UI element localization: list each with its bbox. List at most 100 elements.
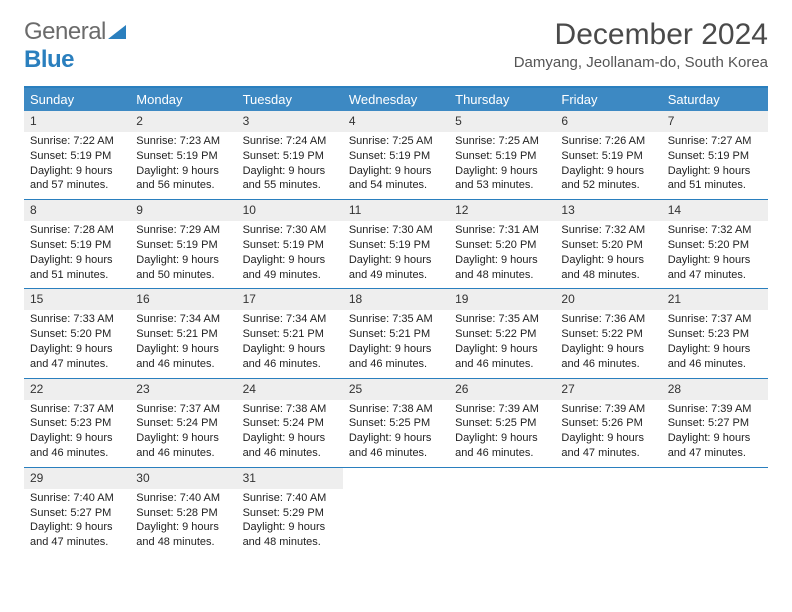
daylight-text: Daylight: 9 hours and 51 minutes. (30, 253, 124, 283)
calendar-day: 29 Sunrise: 7:40 AMSunset: 5:27 PMDayligh… (24, 468, 130, 556)
logo: General Blue (24, 18, 126, 74)
day-number: 5 (455, 114, 462, 128)
sunset-text: Sunset: 5:22 PM (455, 327, 549, 342)
sunrise-text: Sunrise: 7:34 AM (136, 312, 230, 327)
day-body: Sunrise: 7:40 AMSunset: 5:27 PMDaylight:… (24, 489, 130, 550)
logo-word-2: Blue (24, 46, 74, 73)
daylight-text: Daylight: 9 hours and 50 minutes. (136, 253, 230, 283)
day-body: Sunrise: 7:34 AMSunset: 5:21 PMDaylight:… (237, 310, 343, 371)
day-body: Sunrise: 7:33 AMSunset: 5:20 PMDaylight:… (24, 310, 130, 371)
day-body: Sunrise: 7:25 AMSunset: 5:19 PMDaylight:… (343, 132, 449, 193)
daylight-text: Daylight: 9 hours and 46 minutes. (668, 342, 762, 372)
day-body: Sunrise: 7:40 AMSunset: 5:29 PMDaylight:… (237, 489, 343, 550)
sunrise-text: Sunrise: 7:29 AM (136, 223, 230, 238)
sunset-text: Sunset: 5:26 PM (561, 416, 655, 431)
day-number-bar: 30 (130, 468, 236, 489)
sunset-text: Sunset: 5:20 PM (30, 327, 124, 342)
page-title: December 2024 (514, 18, 768, 52)
day-body: Sunrise: 7:23 AMSunset: 5:19 PMDaylight:… (130, 132, 236, 193)
day-number-bar: 16 (130, 289, 236, 310)
calendar-day: 7Sunrise: 7:27 AMSunset: 5:19 PMDaylight… (662, 111, 768, 199)
sunrise-text: Sunrise: 7:37 AM (668, 312, 762, 327)
day-number-bar: 4 (343, 111, 449, 132)
daylight-text: Daylight: 9 hours and 56 minutes. (136, 164, 230, 194)
sunrise-text: Sunrise: 7:40 AM (136, 491, 230, 506)
weekday-header: Monday (130, 88, 236, 111)
calendar-day: 1 Sunrise: 7:22 AMSunset: 5:19 PMDaylight… (24, 111, 130, 199)
day-number: 8 (30, 203, 37, 217)
sunset-text: Sunset: 5:24 PM (136, 416, 230, 431)
day-number: 31 (243, 471, 256, 485)
calendar-day: 26Sunrise: 7:39 AMSunset: 5:25 PMDayligh… (449, 379, 555, 467)
daylight-text: Daylight: 9 hours and 54 minutes. (349, 164, 443, 194)
sunrise-text: Sunrise: 7:38 AM (349, 402, 443, 417)
sunset-text: Sunset: 5:19 PM (243, 238, 337, 253)
calendar-day: 24Sunrise: 7:38 AMSunset: 5:24 PMDayligh… (237, 379, 343, 467)
sunset-text: Sunset: 5:29 PM (243, 506, 337, 521)
calendar-day: 6Sunrise: 7:26 AMSunset: 5:19 PMDaylight… (555, 111, 661, 199)
sunrise-text: Sunrise: 7:25 AM (349, 134, 443, 149)
day-number: 30 (136, 471, 149, 485)
day-body: Sunrise: 7:22 AMSunset: 5:19 PMDaylight:… (24, 132, 130, 193)
day-number: 20 (561, 292, 574, 306)
daylight-text: Daylight: 9 hours and 52 minutes. (561, 164, 655, 194)
day-number-bar: 14 (662, 200, 768, 221)
sunrise-text: Sunrise: 7:35 AM (455, 312, 549, 327)
daylight-text: Daylight: 9 hours and 46 minutes. (561, 342, 655, 372)
sunset-text: Sunset: 5:25 PM (455, 416, 549, 431)
sunset-text: Sunset: 5:19 PM (136, 238, 230, 253)
sunset-text: Sunset: 5:27 PM (668, 416, 762, 431)
weekday-header: Sunday (24, 88, 130, 111)
day-number-bar: 20 (555, 289, 661, 310)
sunrise-text: Sunrise: 7:31 AM (455, 223, 549, 238)
weekday-header: Wednesday (343, 88, 449, 111)
sunrise-text: Sunrise: 7:34 AM (243, 312, 337, 327)
daylight-text: Daylight: 9 hours and 46 minutes. (30, 431, 124, 461)
calendar-day: 8Sunrise: 7:28 AMSunset: 5:19 PMDaylight… (24, 200, 130, 288)
sunrise-text: Sunrise: 7:22 AM (30, 134, 124, 149)
daylight-text: Daylight: 9 hours and 48 minutes. (561, 253, 655, 283)
sunrise-text: Sunrise: 7:33 AM (30, 312, 124, 327)
daylight-text: Daylight: 9 hours and 46 minutes. (243, 342, 337, 372)
calendar-week: 15Sunrise: 7:33 AMSunset: 5:20 PMDayligh… (24, 288, 768, 377)
day-body: Sunrise: 7:30 AMSunset: 5:19 PMDaylight:… (237, 221, 343, 282)
day-number: 26 (455, 382, 468, 396)
day-number-bar: 6 (555, 111, 661, 132)
day-body: Sunrise: 7:39 AMSunset: 5:26 PMDaylight:… (555, 400, 661, 461)
sunset-text: Sunset: 5:19 PM (30, 238, 124, 253)
sunrise-text: Sunrise: 7:36 AM (561, 312, 655, 327)
sunset-text: Sunset: 5:19 PM (243, 149, 337, 164)
day-number-bar: 24 (237, 379, 343, 400)
day-number-bar: 25 (343, 379, 449, 400)
calendar-day: 3Sunrise: 7:24 AMSunset: 5:19 PMDaylight… (237, 111, 343, 199)
calendar: Sunday Monday Tuesday Wednesday Thursday… (24, 86, 768, 556)
daylight-text: Daylight: 9 hours and 48 minutes. (136, 520, 230, 550)
day-number: 22 (30, 382, 43, 396)
calendar-day: 22Sunrise: 7:37 AMSunset: 5:23 PMDayligh… (24, 379, 130, 467)
day-number-bar: 2 (130, 111, 236, 132)
day-body: Sunrise: 7:35 AMSunset: 5:21 PMDaylight:… (343, 310, 449, 371)
calendar-day: 25Sunrise: 7:38 AMSunset: 5:25 PMDayligh… (343, 379, 449, 467)
calendar-day: 23Sunrise: 7:37 AMSunset: 5:24 PMDayligh… (130, 379, 236, 467)
sunrise-text: Sunrise: 7:37 AM (30, 402, 124, 417)
sunrise-text: Sunrise: 7:23 AM (136, 134, 230, 149)
sunrise-text: Sunrise: 7:26 AM (561, 134, 655, 149)
day-number: 16 (136, 292, 149, 306)
day-body: Sunrise: 7:31 AMSunset: 5:20 PMDaylight:… (449, 221, 555, 282)
sunrise-text: Sunrise: 7:25 AM (455, 134, 549, 149)
sunset-text: Sunset: 5:22 PM (561, 327, 655, 342)
calendar-day: 20 Sunrise: 7:36 AMSunset: 5:22 PMDayligh… (555, 289, 661, 377)
day-body: Sunrise: 7:26 AMSunset: 5:19 PMDaylight:… (555, 132, 661, 193)
day-number: 29 (30, 471, 43, 485)
weekday-header: Friday (555, 88, 661, 111)
daylight-text: Daylight: 9 hours and 46 minutes. (136, 342, 230, 372)
day-number: 28 (668, 382, 681, 396)
calendar-day: 21Sunrise: 7:37 AMSunset: 5:23 PMDayligh… (662, 289, 768, 377)
sunrise-text: Sunrise: 7:30 AM (243, 223, 337, 238)
sunrise-text: Sunrise: 7:37 AM (136, 402, 230, 417)
calendar-week: 8Sunrise: 7:28 AMSunset: 5:19 PMDaylight… (24, 199, 768, 288)
logo-triangle-icon (108, 18, 126, 46)
day-number-bar: 5 (449, 111, 555, 132)
day-number: 1 (30, 114, 37, 128)
sunset-text: Sunset: 5:19 PM (668, 149, 762, 164)
